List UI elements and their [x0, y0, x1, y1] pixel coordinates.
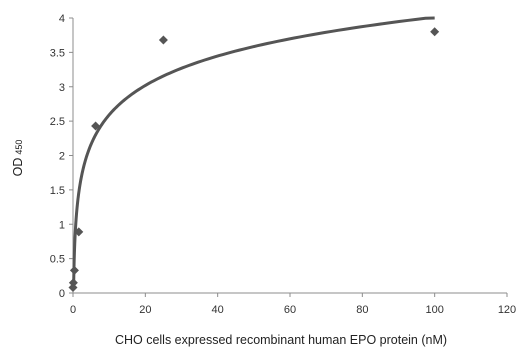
x-tick-label: 100: [425, 304, 443, 316]
y-axis-label-main: OD: [11, 158, 25, 177]
y-tick-label: 1: [59, 219, 65, 231]
x-axis-ticks: 0 20 40 60 80 100 120: [70, 293, 516, 316]
x-tick-label: 120: [498, 304, 516, 316]
y-tick-label: 0: [59, 288, 65, 300]
y-tick-label: 0.5: [50, 254, 65, 266]
y-axis-ticks: 0 0.5 1 1.5 2 2.5 3 3.5 4: [50, 13, 73, 300]
data-point: [91, 121, 101, 131]
y-tick-label: 2.5: [50, 116, 65, 128]
y-tick-label: 3: [59, 82, 65, 94]
data-point: [74, 227, 84, 237]
x-tick-label: 60: [284, 304, 296, 316]
y-tick-label: 3.5: [50, 47, 65, 59]
x-tick-label: 20: [139, 304, 151, 316]
y-axis-label-sub: 450: [14, 140, 24, 155]
x-tick-label: 80: [356, 304, 368, 316]
x-tick-label: 0: [70, 304, 76, 316]
x-tick-label: 40: [212, 304, 224, 316]
y-axis-label: OD 450: [11, 140, 25, 177]
y-tick-label: 4: [59, 13, 65, 25]
data-point: [430, 27, 440, 37]
data-point: [69, 265, 79, 275]
data-point: [158, 35, 168, 45]
trendline: [72, 16, 435, 281]
data-points: [68, 27, 440, 292]
axes: [72, 18, 507, 294]
y-tick-label: 2: [59, 151, 65, 163]
data-point: [68, 278, 78, 288]
y-tick-label: 1.5: [50, 185, 65, 197]
x-axis-label: CHO cells expressed recombinant human EP…: [115, 333, 447, 347]
